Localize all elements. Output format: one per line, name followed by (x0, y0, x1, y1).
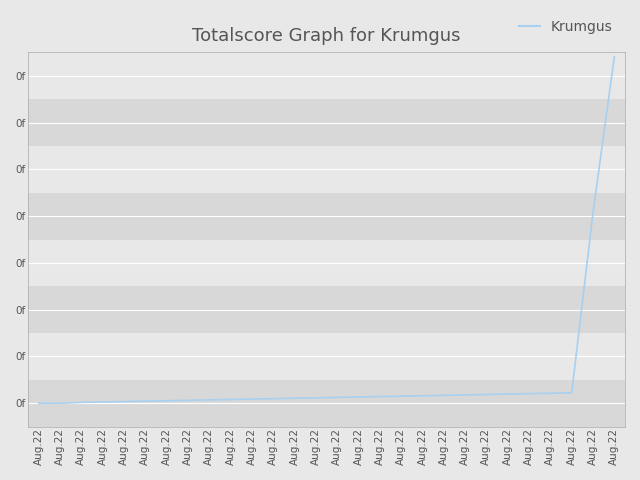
Krumgus (397, 393, 405, 399)
Bar (28, 52, 625, 99)
Krumgus (440, 393, 447, 398)
Krumgus (99, 399, 106, 405)
Krumgus (355, 394, 362, 400)
Line: Krumgus: Krumgus (38, 57, 614, 403)
Krumgus (291, 396, 298, 401)
Krumgus (120, 399, 128, 405)
Krumgus (483, 392, 490, 397)
Krumgus (504, 391, 511, 397)
Krumgus (419, 393, 426, 398)
Krumgus (525, 391, 533, 396)
Krumgus (333, 395, 341, 400)
Bar (28, 99, 625, 146)
Krumgus (77, 399, 85, 405)
Krumgus (141, 398, 149, 404)
Krumgus (248, 396, 256, 402)
Krumgus (56, 400, 64, 406)
Krumgus (461, 392, 469, 398)
Krumgus (376, 394, 383, 399)
Bar (28, 240, 625, 286)
Krumgus (163, 398, 170, 404)
Bar (28, 333, 625, 380)
Krumgus (568, 390, 575, 396)
Title: Totalscore Graph for Krumgus: Totalscore Graph for Krumgus (192, 27, 461, 45)
Krumgus (35, 400, 42, 406)
Legend: Krumgus: Krumgus (513, 14, 618, 39)
Bar (28, 193, 625, 240)
Krumgus (184, 397, 192, 403)
Krumgus (312, 395, 320, 401)
Krumgus (547, 390, 554, 396)
Krumgus (589, 210, 597, 216)
Krumgus (611, 54, 618, 60)
Krumgus (205, 397, 213, 403)
Krumgus (227, 396, 234, 402)
Bar (28, 380, 625, 427)
Krumgus (269, 396, 277, 402)
Bar (28, 146, 625, 193)
Bar (28, 286, 625, 333)
